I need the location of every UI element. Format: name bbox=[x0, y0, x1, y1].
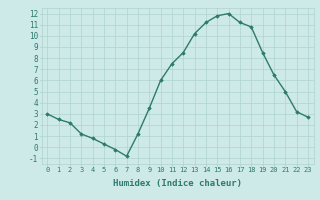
X-axis label: Humidex (Indice chaleur): Humidex (Indice chaleur) bbox=[113, 179, 242, 188]
